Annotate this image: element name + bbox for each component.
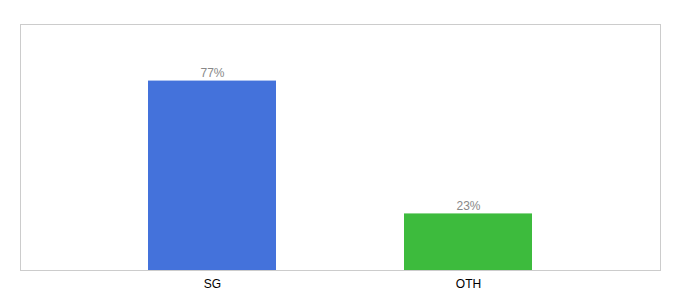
svg-text:23%: 23% <box>456 199 480 213</box>
svg-text:SG: SG <box>204 277 221 291</box>
svg-text:OTH: OTH <box>456 277 481 291</box>
svg-text:77%: 77% <box>200 66 224 80</box>
